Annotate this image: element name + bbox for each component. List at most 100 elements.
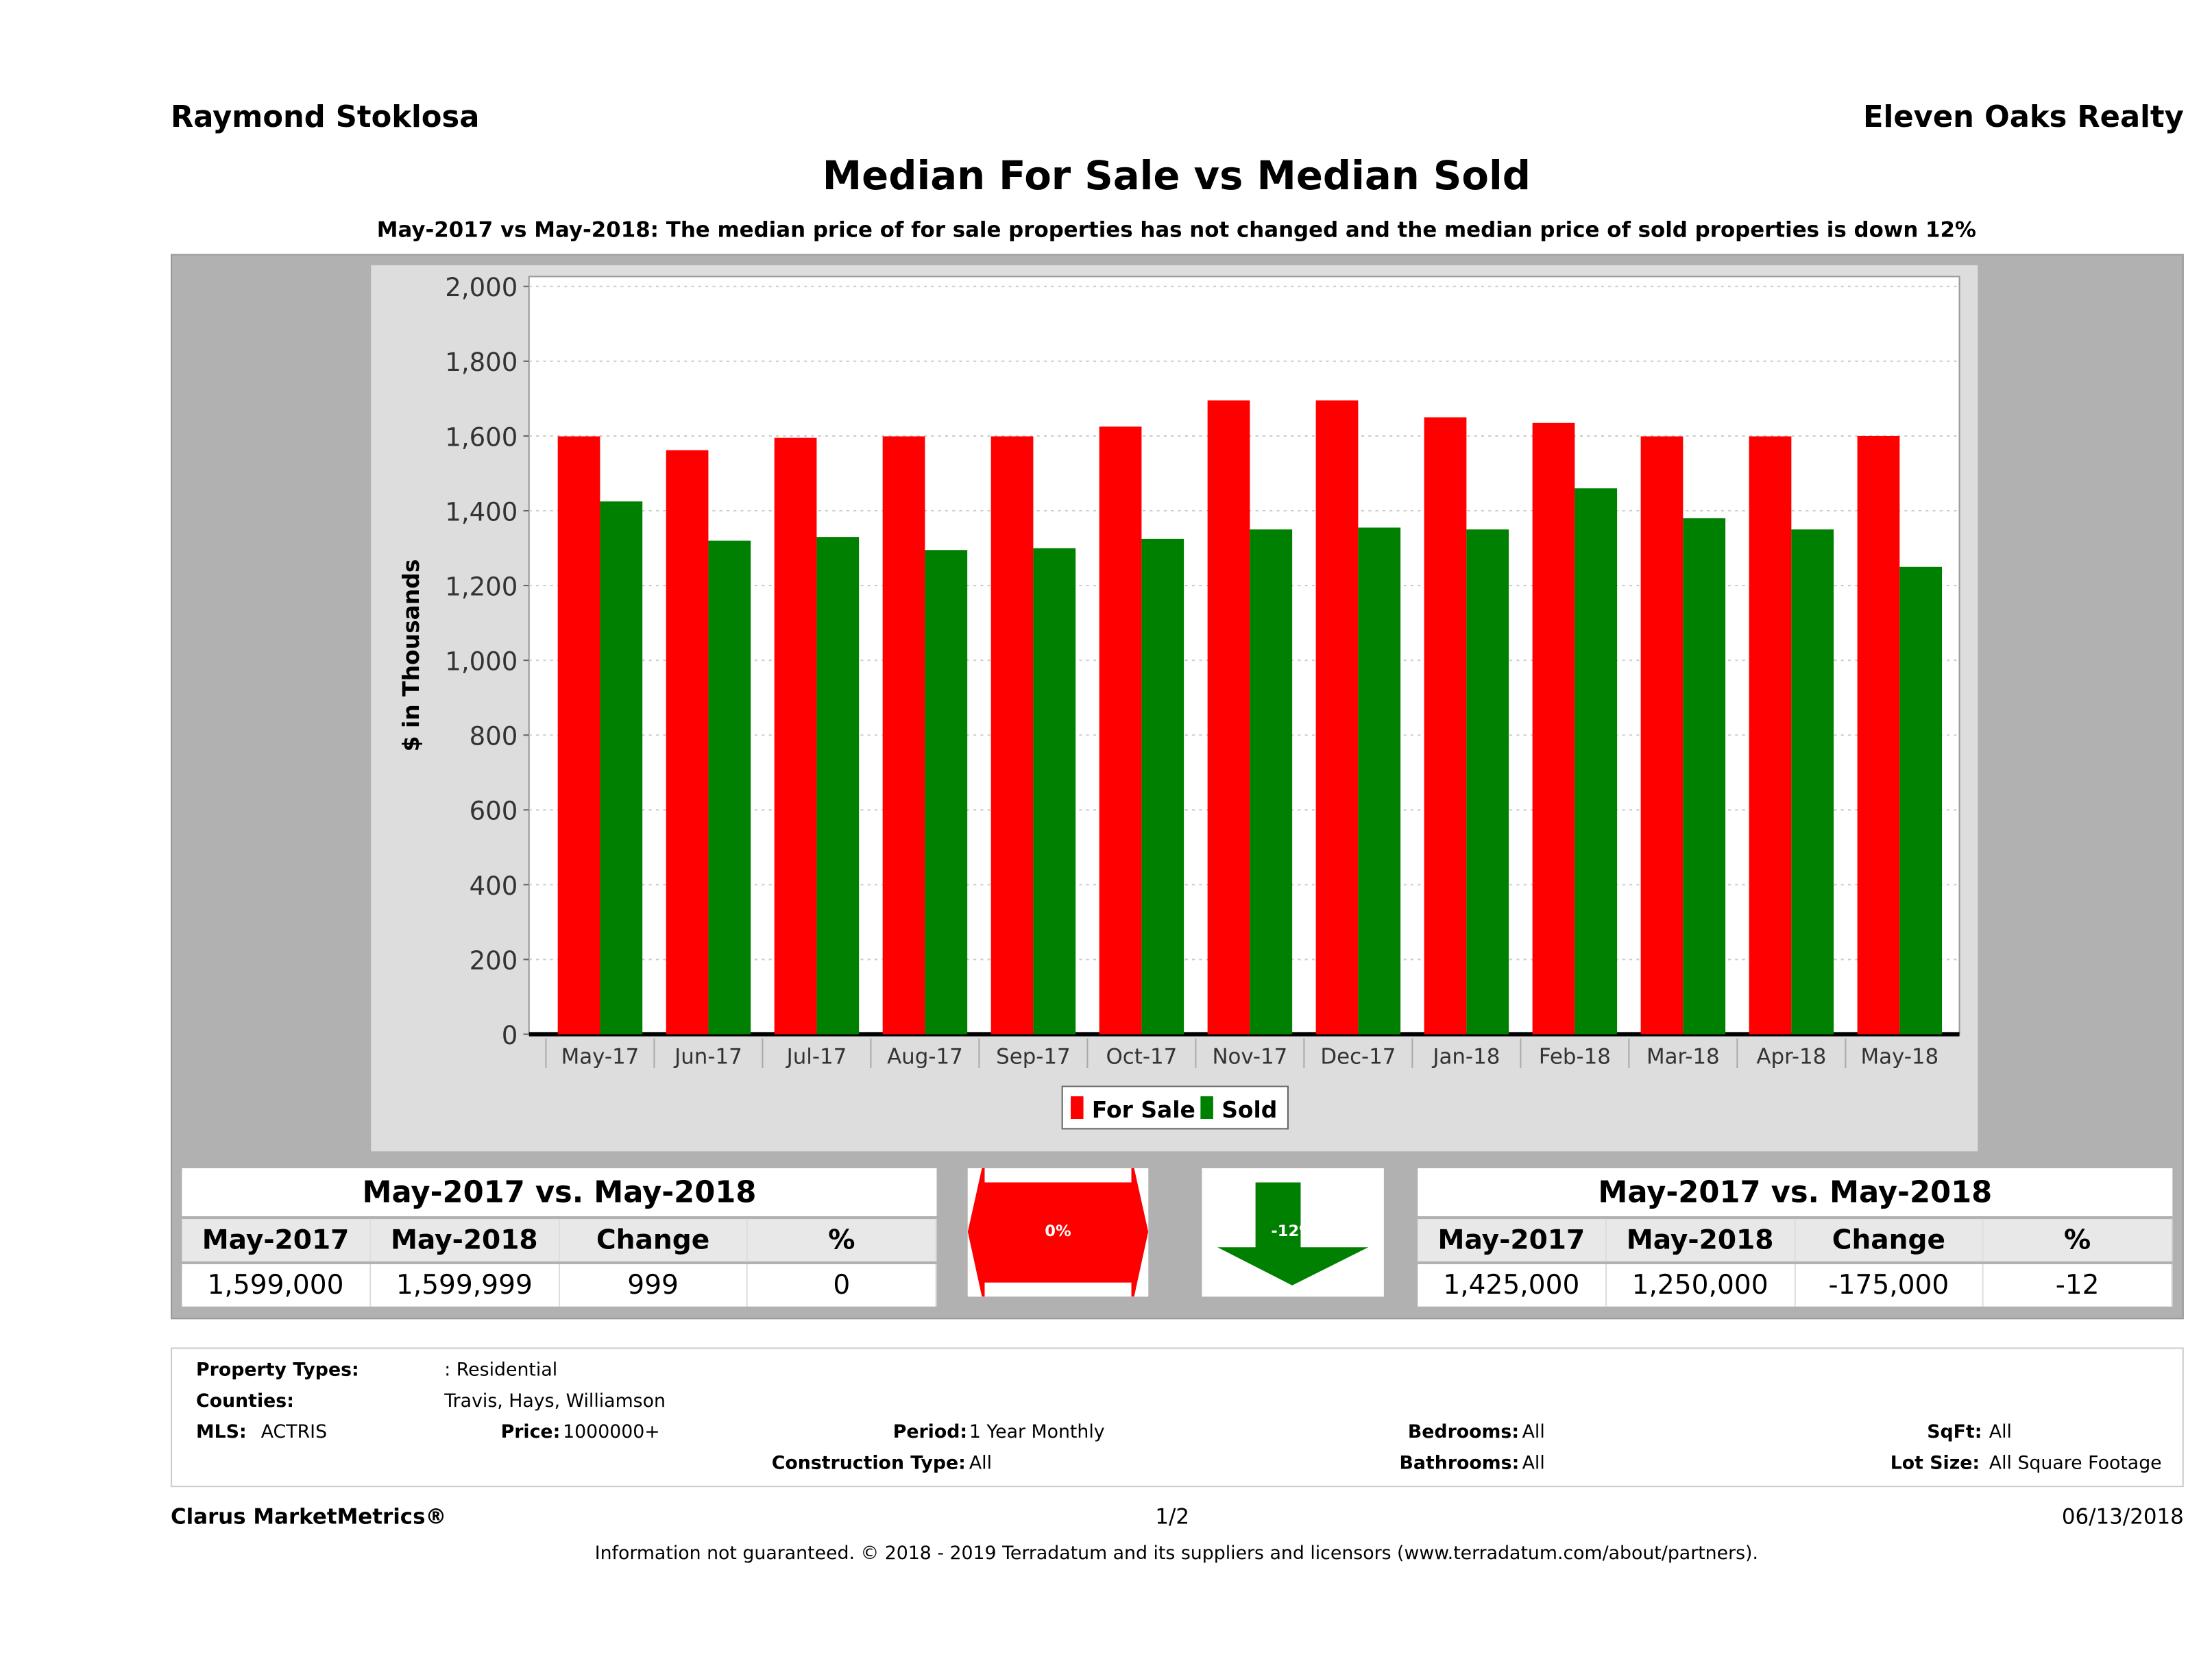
- bar-sold: [816, 537, 860, 1035]
- table-caption: May-2017 vs. May-2018: [362, 1175, 757, 1209]
- bar-for-sale: [882, 436, 925, 1035]
- bar-sold: [1466, 529, 1509, 1035]
- bar-sold: [600, 501, 643, 1035]
- y-axis-label: $ in Thousands: [398, 559, 424, 752]
- y-tick-label: 1,800: [445, 348, 518, 377]
- bar-sold: [1575, 488, 1618, 1035]
- x-tick-label: Jul-17: [786, 1045, 847, 1070]
- col-header: May-2018: [371, 1219, 559, 1261]
- brokerage-name: Eleven Oaks Realty: [1863, 100, 2184, 134]
- disclaimer: Information not guaranteed. © 2018 - 201…: [594, 1543, 1759, 1565]
- x-tick-label: Nov-17: [1212, 1045, 1287, 1070]
- y-tick-label: 200: [470, 946, 518, 976]
- sold-comparison-table: May-2017 vs. May-2018 May-2017 May-2018 …: [1418, 1168, 2173, 1307]
- period-value: 1 Year Monthly: [969, 1422, 1105, 1444]
- x-tick-label: Dec-17: [1320, 1045, 1396, 1070]
- bar-chart: 0 200 400 600 800 1,000 1,200 1,400 1,600 1,800 2,…: [398, 273, 1960, 1130]
- x-tick-label: May-18: [1860, 1045, 1938, 1070]
- bar-for-sale: [774, 437, 817, 1035]
- bar-for-sale: [666, 450, 709, 1035]
- filters-box: Property Types: : Residential Counties: …: [171, 1347, 2184, 1488]
- bar-for-sale: [990, 436, 1034, 1035]
- legend-label: Sold: [1222, 1096, 1277, 1123]
- counties-label: Counties:: [196, 1391, 294, 1413]
- bathrooms-label: Bathrooms:: [1399, 1453, 1520, 1475]
- bar-for-sale: [1857, 435, 1900, 1035]
- down-arrow-icon: [1217, 1182, 1369, 1285]
- table-caption: May-2017 vs. May-2018: [1598, 1175, 1993, 1209]
- cell: 1,599,000: [182, 1264, 371, 1307]
- forsale-comparison-table: May-2017 vs. May-2018 May-2017 May-2018 …: [182, 1168, 937, 1307]
- bar-for-sale: [1640, 436, 1684, 1035]
- page-title: Median For Sale vs Median Sold: [822, 152, 1531, 200]
- x-tick-label: Jan-18: [1431, 1045, 1500, 1070]
- page-number: 1/2: [1155, 1503, 1190, 1530]
- sold-change-indicator: -12%: [1202, 1168, 1384, 1297]
- x-tick-label: May-17: [561, 1045, 640, 1070]
- x-tick-label: Oct-17: [1106, 1045, 1178, 1070]
- legend-label: For Sale: [1092, 1096, 1195, 1123]
- bar-sold: [1141, 538, 1184, 1035]
- cell: -175,000: [1795, 1264, 1984, 1307]
- sqft-label: SqFt:: [1927, 1422, 1982, 1444]
- cell: -12: [1984, 1264, 2173, 1307]
- y-tick-label: 2,000: [445, 273, 518, 302]
- y-tick-label: 1,200: [445, 572, 518, 601]
- brand-name: Clarus MarketMetrics®: [171, 1503, 447, 1530]
- forsale-change-label: 0%: [1045, 1222, 1071, 1240]
- legend-swatch: [1071, 1096, 1084, 1119]
- col-header: %: [748, 1219, 937, 1261]
- construction-value: All: [969, 1453, 993, 1475]
- col-header: %: [1984, 1219, 2173, 1261]
- x-tick-label: Apr-18: [1756, 1045, 1826, 1070]
- lot-size-label: Lot Size:: [1890, 1453, 1980, 1475]
- bar-sold: [1250, 529, 1293, 1035]
- bar-for-sale: [1424, 417, 1467, 1035]
- x-tick-label: Sep-17: [996, 1045, 1071, 1070]
- mls-value: ACTRIS: [260, 1422, 328, 1444]
- bar-sold: [925, 550, 968, 1035]
- bedrooms-label: Bedrooms:: [1407, 1422, 1520, 1444]
- property-types-value: : Residential: [444, 1360, 558, 1381]
- y-tick-label: 0: [502, 1021, 518, 1050]
- bar-for-sale: [1749, 436, 1792, 1035]
- col-header: May-2017: [1418, 1219, 1607, 1261]
- bar-for-sale: [557, 436, 600, 1035]
- col-header: May-2018: [1607, 1219, 1795, 1261]
- y-tick-label: 800: [470, 722, 518, 751]
- legend-box: [1061, 1085, 1289, 1130]
- bar-for-sale: [1207, 400, 1250, 1035]
- price-label: Price:: [500, 1422, 561, 1444]
- construction-label: Construction Type:: [771, 1453, 966, 1475]
- col-header: Change: [559, 1219, 749, 1261]
- legend-swatch: [1200, 1096, 1213, 1119]
- y-tick-label: 400: [470, 871, 518, 901]
- y-tick-label: 1,000: [445, 647, 518, 677]
- y-tick-label: 600: [470, 797, 518, 826]
- cell: 1,425,000: [1418, 1264, 1607, 1307]
- bathrooms-value: All: [1522, 1453, 1545, 1475]
- page-subtitle: May-2017 vs May-2018: The median price o…: [376, 217, 1976, 243]
- period-label: Period:: [892, 1422, 968, 1444]
- price-value: 1000000+: [563, 1422, 660, 1444]
- bar-sold: [1791, 529, 1834, 1035]
- forsale-change-indicator: 0%: [967, 1168, 1149, 1297]
- sold-change-label: -12%: [1271, 1222, 1315, 1240]
- bar-sold: [1899, 566, 1943, 1035]
- agent-name: Raymond Stoklosa: [171, 100, 480, 134]
- bar-sold: [1358, 527, 1401, 1035]
- cell: 999: [559, 1264, 749, 1307]
- y-tick-label: 1,400: [445, 497, 518, 527]
- mls-label: MLS:: [196, 1422, 247, 1444]
- chart-area: 0 200 400 600 800 1,000 1,200 1,400 1,600 1,800 2,…: [371, 265, 1978, 1152]
- y-tick-label: 1,600: [445, 422, 518, 452]
- col-header: May-2017: [182, 1219, 371, 1261]
- bar-sold: [1033, 548, 1076, 1035]
- x-tick-label: Aug-17: [887, 1045, 963, 1070]
- counties-value: Travis, Hays, Williamson: [444, 1391, 666, 1413]
- bar-for-sale: [1315, 400, 1359, 1035]
- col-header: Change: [1795, 1219, 1984, 1261]
- bar-for-sale: [1532, 422, 1575, 1035]
- double-arrow-icon: [967, 1168, 1149, 1297]
- property-types-label: Property Types:: [196, 1360, 359, 1381]
